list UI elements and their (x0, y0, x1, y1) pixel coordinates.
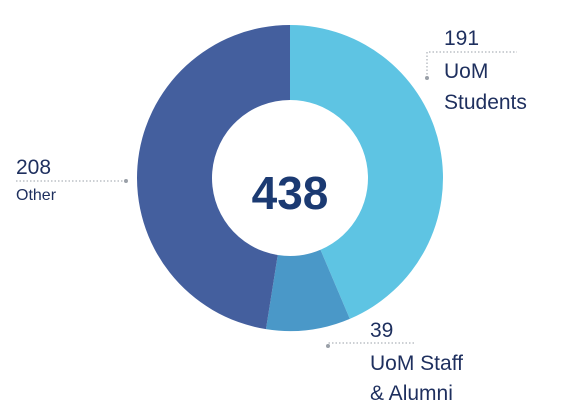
value-label-uom-staff-alumni: 39 (370, 319, 393, 342)
slice-other (137, 25, 290, 330)
value-label-uom-students: 191 (444, 27, 479, 50)
callout-uom-students: 191 UoM Students (425, 27, 527, 114)
donut-slices (137, 25, 443, 332)
callout-uom-staff-alumni: 39 UoM Staff & Alumni (326, 319, 463, 405)
leader-dot-uom-staff-alumni (326, 344, 330, 348)
series-label-uom-staff-alumni-line2: & Alumni (370, 382, 453, 405)
leader-dot-uom-students (425, 76, 429, 80)
slice-uom-staff-alumni (265, 249, 350, 332)
callout-other: 208 Other (16, 156, 128, 204)
series-label-uom-students-line2: Students (444, 91, 527, 114)
value-label-other: 208 (16, 156, 51, 179)
center-total-label: 438 (252, 167, 329, 219)
leader-line-uom-students (426, 51, 517, 78)
series-label-uom-students-line1: UoM (444, 60, 488, 83)
slice-uom-students (290, 25, 443, 319)
series-label-other: Other (16, 187, 57, 204)
series-label-uom-staff-alumni-line1: UoM Staff (370, 352, 463, 375)
leader-dot-other (124, 179, 128, 183)
leader-line-uom-staff-alumni (327, 342, 415, 346)
